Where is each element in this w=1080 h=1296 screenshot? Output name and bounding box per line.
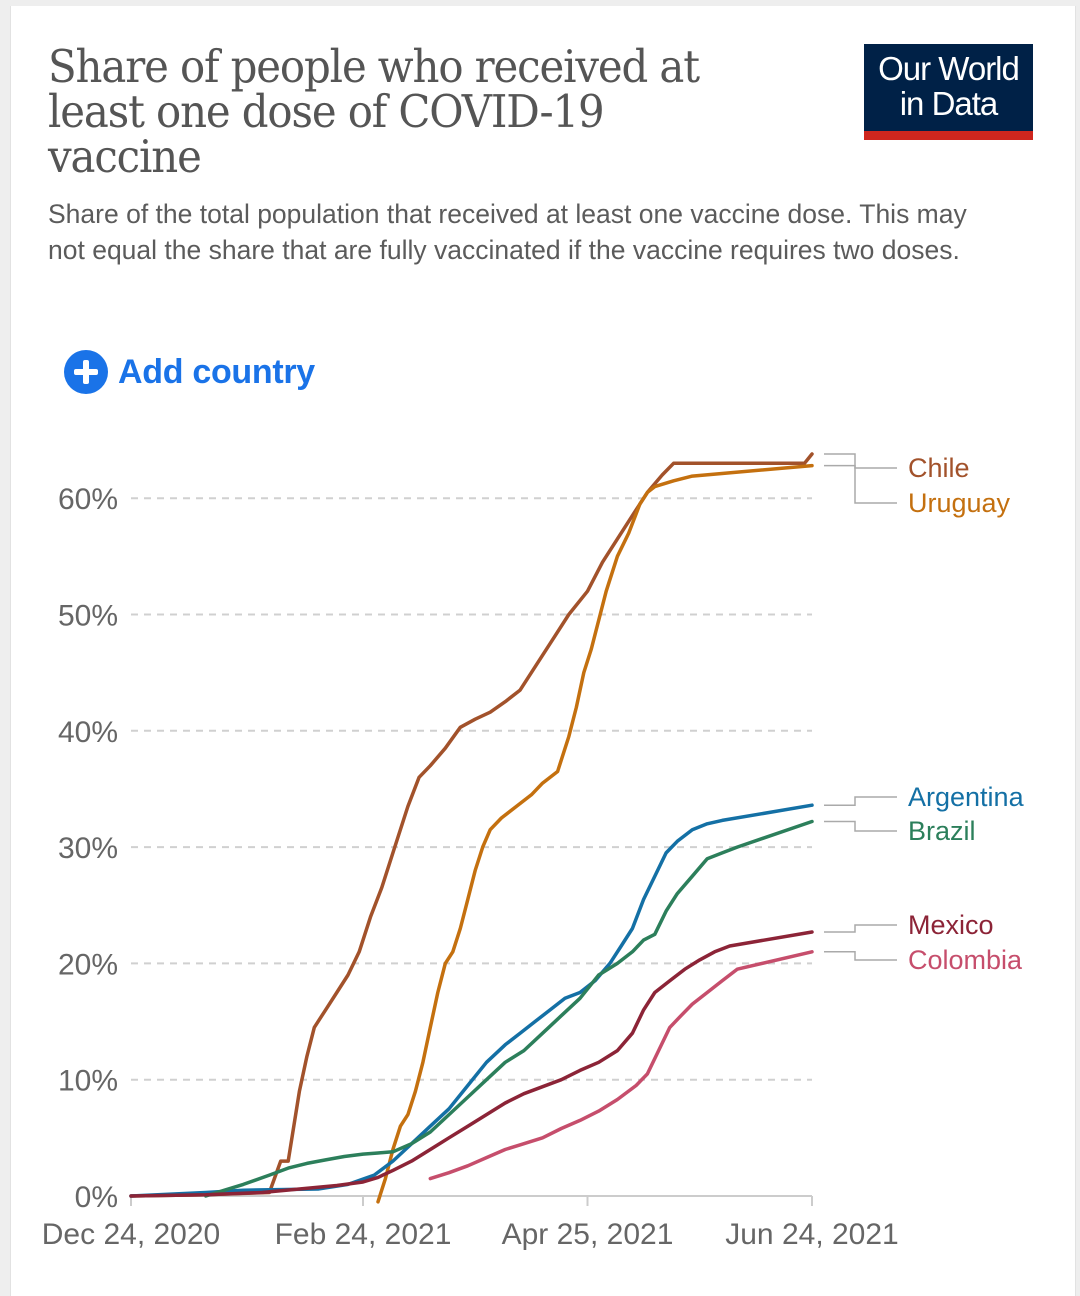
y-tick-label: 40%: [58, 716, 118, 749]
legend: Chile Uruguay Argentina Brazil Mexico Colombi…: [824, 453, 1025, 975]
legend-connector: [824, 464, 897, 504]
y-tick-label: 60%: [58, 483, 118, 516]
y-tick-label: 30%: [58, 832, 118, 865]
add-country-button[interactable]: Add country: [64, 350, 315, 394]
series-line-chile: [129, 452, 814, 1198]
chart-subtitle: Share of the total population that recei…: [48, 199, 967, 265]
chart-card: [10, 6, 1076, 1296]
y-axis: 0% 10% 20% 30% 40% 50% 60%: [58, 483, 118, 1214]
x-tick-label: Feb 24, 2021: [275, 1218, 452, 1251]
legend-label-argentina: Argentina: [908, 782, 1025, 812]
logo-red-bar: [864, 131, 1033, 140]
y-tick-label: 50%: [58, 600, 118, 633]
chart-title: Share of people who received at least on…: [48, 40, 700, 183]
y-tick-label: 0%: [75, 1181, 118, 1214]
owid-logo[interactable]: Our World in Data: [864, 44, 1033, 140]
x-tick-label: Apr 25, 2021: [502, 1218, 674, 1251]
legend-label-brazil: Brazil: [908, 816, 976, 846]
x-tick-label: Jun 24, 2021: [725, 1218, 898, 1251]
legend-connector: [824, 796, 897, 806]
legend-connector: [824, 820, 897, 832]
legend-label-chile: Chile: [908, 453, 970, 483]
legend-connector: [824, 453, 897, 469]
add-country-label: Add country: [118, 352, 315, 391]
x-axis: Dec 24, 2020 Feb 24, 2021 Apr 25, 2021 Jun …: [42, 1195, 899, 1251]
legend-label-mexico: Mexico: [908, 910, 994, 940]
legend-connector: [824, 951, 897, 961]
series-line-argentina: [129, 803, 814, 1198]
plus-circle-icon: [64, 350, 108, 394]
series-line-brazil: [204, 819, 814, 1198]
x-tick-label: Dec 24, 2020: [42, 1218, 220, 1251]
legend-label-colombia: Colombia: [908, 945, 1023, 975]
y-tick-label: 10%: [58, 1065, 118, 1098]
legend-connector: [824, 924, 897, 933]
logo-text: Our World in Data: [878, 50, 1020, 122]
y-tick-label: 20%: [58, 948, 118, 981]
legend-label-uruguay: Uruguay: [908, 488, 1011, 518]
series-line-mexico: [129, 930, 814, 1198]
series-lines: [129, 452, 814, 1204]
series-line-uruguay: [376, 463, 814, 1204]
series-line-colombia: [428, 950, 814, 1181]
